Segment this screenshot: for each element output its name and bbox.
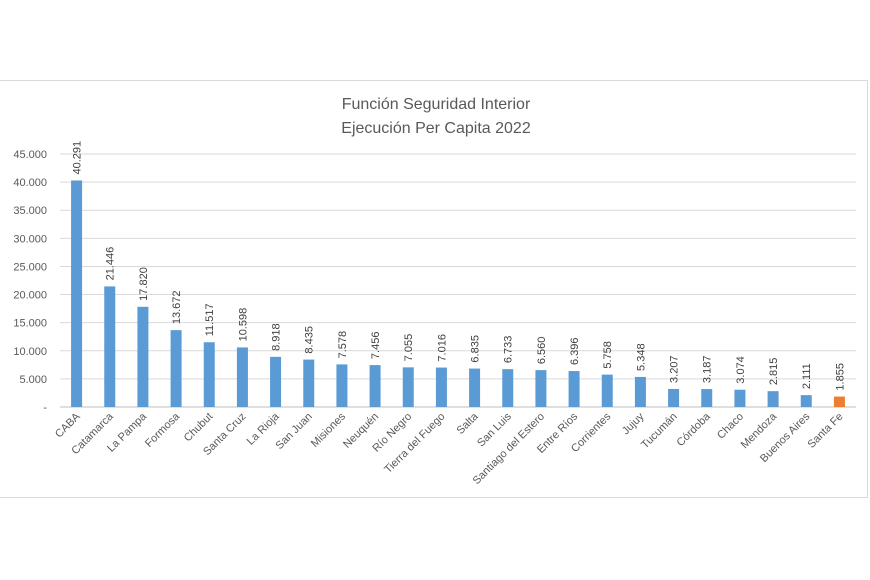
bar [71,180,83,407]
data-label: 5.348 [635,343,647,371]
bar [236,347,248,407]
y-tick-label: 35.000 [13,205,47,217]
data-label: 8.435 [304,326,316,354]
bar [203,342,215,407]
data-label: 6.396 [569,338,581,366]
data-label: 3.207 [669,355,681,383]
data-labels: 40.291 21.446 17.820 13.672 11.517 10.598 8.91… [72,141,847,391]
data-label: 17.820 [138,267,150,301]
bar-chart: Función Seguridad Interior Ejecución Per… [13,96,856,487]
data-label: 10.598 [237,308,249,342]
bar [535,370,547,407]
data-label: 7.578 [337,331,349,359]
y-tick-label: - [43,402,47,414]
bar [668,388,680,407]
data-label: 7.016 [436,334,448,362]
chart-frame: Función Seguridad Interior Ejecución Per… [0,80,868,498]
bar [502,369,514,407]
y-tick-label: 45.000 [13,149,47,161]
x-tick-label: CABA [53,410,83,440]
x-tick-label: Tucumán [639,411,680,452]
bar [601,374,613,407]
data-label: 3.074 [735,356,747,384]
bar [270,356,282,407]
data-label: 2.111 [801,363,813,389]
bar [170,330,182,407]
x-tick-label: Tierra del Fuego [382,411,447,476]
bar [104,286,116,407]
y-axis-ticks: - 5.000 10.000 15.000 20.000 25.000 30.000 35.0… [13,149,47,414]
bar [767,391,779,407]
y-tick-label: 15.000 [13,318,47,330]
bar [800,395,812,407]
bar [634,376,646,407]
bar [336,364,348,407]
x-tick-label: San Juan [274,411,315,452]
data-label: 1.855 [834,363,846,391]
data-label: 11.517 [204,303,216,336]
bar [402,367,414,407]
data-label: 7.055 [403,334,415,362]
bar [435,367,447,407]
y-tick-label: 10.000 [13,346,47,358]
x-tick-label: Chaco [715,411,746,442]
data-label: 3.187 [702,356,714,384]
data-label: 6.835 [470,335,482,363]
bar [469,368,481,407]
x-tick-label: Salta [454,410,481,437]
data-label: 8.918 [271,323,283,351]
y-tick-label: 25.000 [13,261,47,273]
bar [734,389,746,407]
bar [833,396,845,407]
y-tick-label: 5.000 [19,374,47,386]
gridlines [60,153,856,408]
data-label: 5.758 [602,341,614,369]
y-tick-label: 20.000 [13,290,47,302]
x-tick-label: Córdoba [675,410,714,449]
data-label: 40.291 [72,141,84,175]
bar [701,389,713,407]
chart-title-line-1: Función Seguridad Interior [342,96,531,113]
bar [303,359,315,407]
data-label: 13.672 [171,290,183,324]
data-label: 6.560 [536,337,548,365]
bar [137,306,149,407]
chart-title-line-2: Ejecución Per Capita 2022 [341,120,531,137]
x-tick-label: Jujuy [620,410,647,437]
y-tick-label: 40.000 [13,177,47,189]
y-tick-label: 30.000 [13,233,47,245]
data-label: 2.815 [768,358,780,386]
data-label: 6.733 [503,336,515,364]
data-label: 7.456 [370,332,382,360]
bar [568,371,580,407]
data-label: 21.446 [105,247,117,281]
bars [71,180,845,407]
x-tick-label: Formosa [143,410,183,450]
bar [369,365,381,407]
x-tick-label: Santa Fe [805,411,845,451]
